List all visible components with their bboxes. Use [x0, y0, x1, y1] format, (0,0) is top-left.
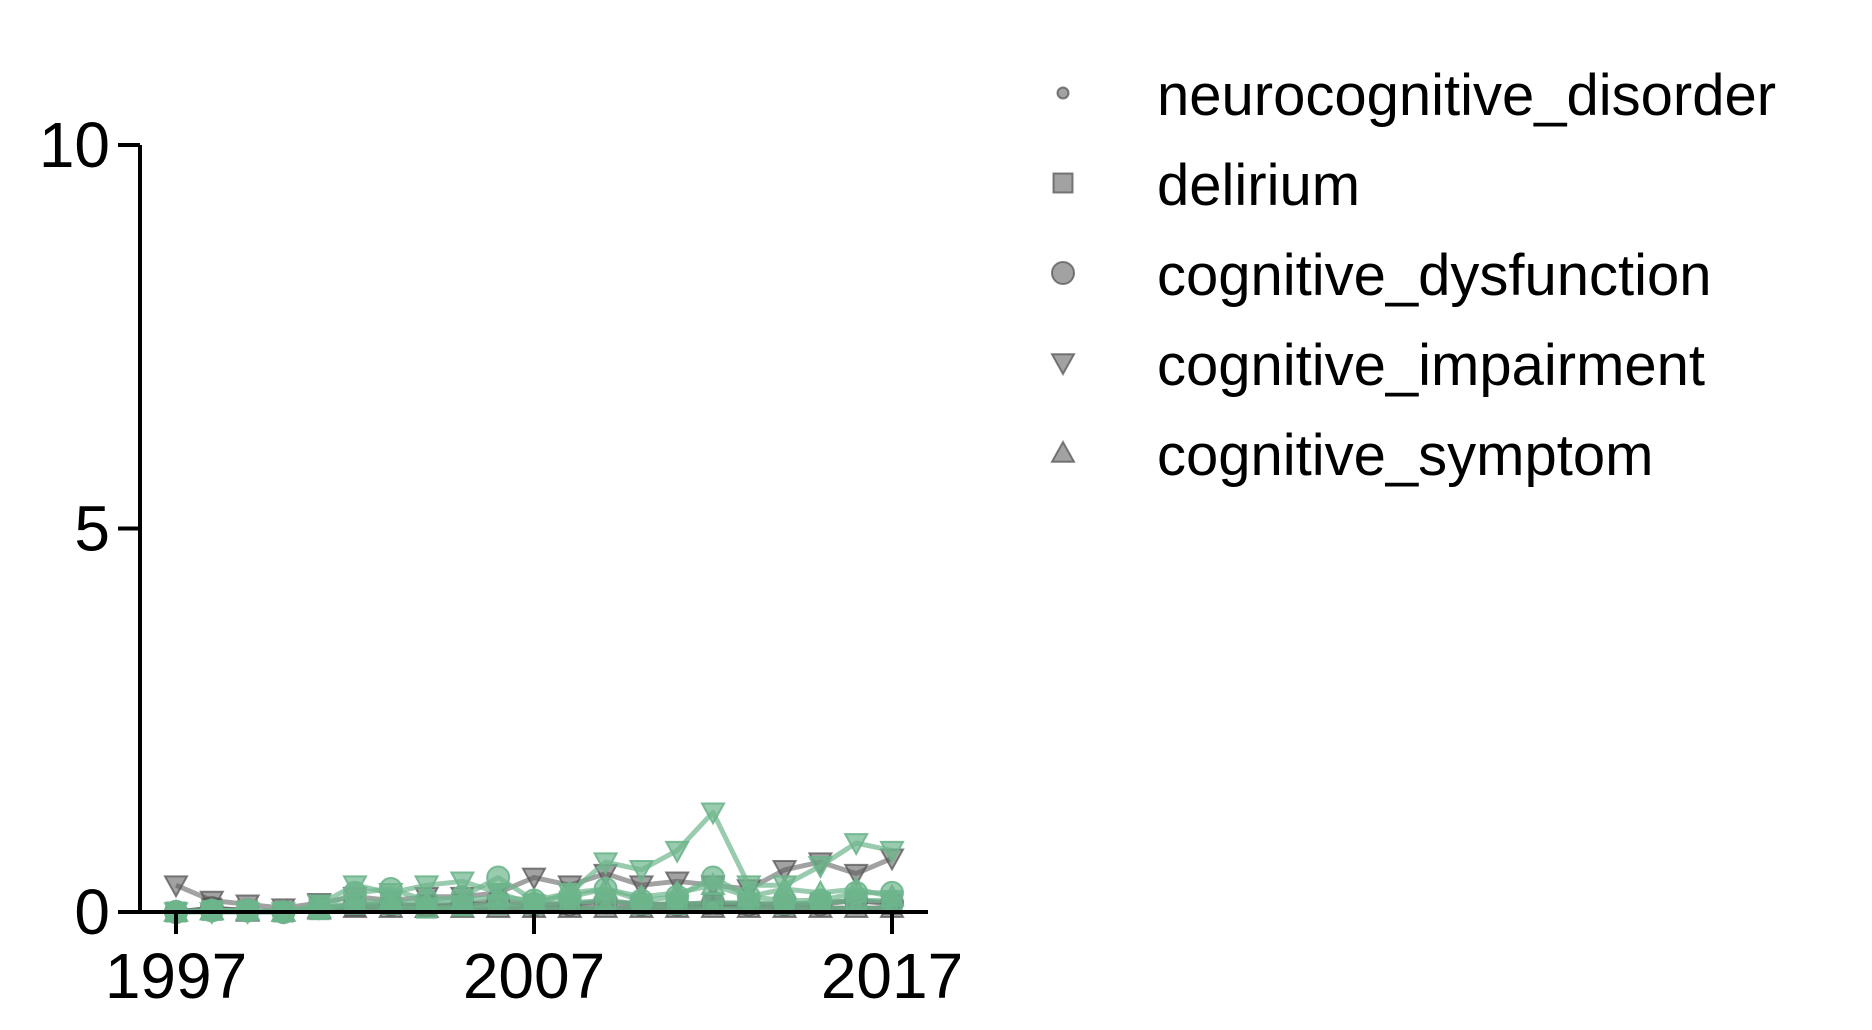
plot-axes: 0 5 10 1997 2007 2017	[39, 109, 963, 1012]
data-point-green-triangle-up-2006	[485, 883, 511, 907]
data-point-green-triangle-up-2014	[771, 875, 798, 899]
data-point-green-triangle-down-2002	[342, 875, 368, 899]
legend: neurocognitive_disorder delirium cognitive…	[1050, 63, 1776, 488]
data-point-green-triangle-down-2016	[843, 833, 869, 857]
x-tick-label: 2007	[463, 940, 605, 1012]
legend-marker-square	[1052, 172, 1074, 194]
data-point-green-triangle-down-2004	[413, 875, 440, 899]
data-point-green-triangle-down-2010	[628, 860, 655, 883]
data-point-green-triangle-up-2003	[378, 887, 404, 911]
data-point-green-triangle-down-2011	[664, 840, 690, 864]
data-point-green-triangle-down-2015	[807, 856, 834, 880]
data-point-gray-triangle-down-2014	[771, 860, 798, 883]
legend-label: neurocognitive_disorder	[1157, 63, 1776, 128]
data-point-green-triangle-up-2013	[736, 883, 762, 907]
legend-item-cognitive_dysfunction: cognitive_dysfunction	[1051, 243, 1712, 308]
legend-label: delirium	[1157, 153, 1360, 218]
legend-marker-triangle-down	[1050, 353, 1076, 377]
legend-marker-point	[1056, 86, 1070, 100]
data-point-green-triangle-down-2017	[879, 840, 905, 864]
legend-label: cognitive_symptom	[1157, 423, 1653, 488]
data-point-green-triangle-down-2005	[449, 871, 476, 895]
data-point-green-triangle-up-2010	[628, 883, 655, 907]
data-point-green-triangle-up-2017	[879, 883, 905, 907]
data-point-gray-triangle-down-2016	[843, 863, 869, 887]
data-point-green-triangle-up-1999	[234, 897, 261, 921]
legend-item-cognitive_symptom: cognitive_symptom	[1050, 423, 1653, 488]
x-tick-label: 1997	[105, 940, 247, 1012]
data-point-green-triangle-up-2015	[807, 879, 834, 903]
legend-label: cognitive_impairment	[1157, 333, 1705, 398]
legend-item-delirium: delirium	[1052, 153, 1360, 218]
legend-item-neurocognitive_disorder: neurocognitive_disorder	[1056, 63, 1776, 128]
data-point-green-triangle-up-2012	[700, 872, 726, 895]
data-point-green-square-2012	[702, 892, 724, 914]
data-point-green-triangle-down-2012	[700, 802, 726, 826]
y-tick-label: 5	[74, 493, 110, 565]
data-point-green-triangle-up-1998	[199, 897, 225, 921]
legend-marker-triangle-up	[1050, 439, 1076, 463]
data-point-gray-triangle-down-2007	[521, 867, 547, 891]
legend-marker-circle	[1051, 261, 1075, 285]
data-point-green-triangle-up-2008	[557, 879, 583, 903]
legend-item-cognitive_impairment: cognitive_impairment	[1050, 333, 1705, 398]
data-point-green-triangle-down-2009	[592, 852, 619, 876]
data-point-gray-triangle-down-1997	[163, 875, 189, 899]
data-point-green-triangle-up-2005	[449, 887, 476, 911]
y-tick-label: 10	[39, 109, 110, 181]
data-point-green-triangle-up-2016	[843, 875, 869, 899]
plot-series	[163, 802, 905, 926]
x-tick-label: 2017	[821, 940, 963, 1012]
data-point-green-triangle-up-2009	[592, 875, 619, 899]
y-tick-label: 0	[74, 876, 110, 948]
data-point-green-triangle-up-2007	[521, 887, 547, 911]
legend-label: cognitive_dysfunction	[1157, 243, 1712, 308]
data-point-green-triangle-up-2011	[664, 879, 690, 903]
